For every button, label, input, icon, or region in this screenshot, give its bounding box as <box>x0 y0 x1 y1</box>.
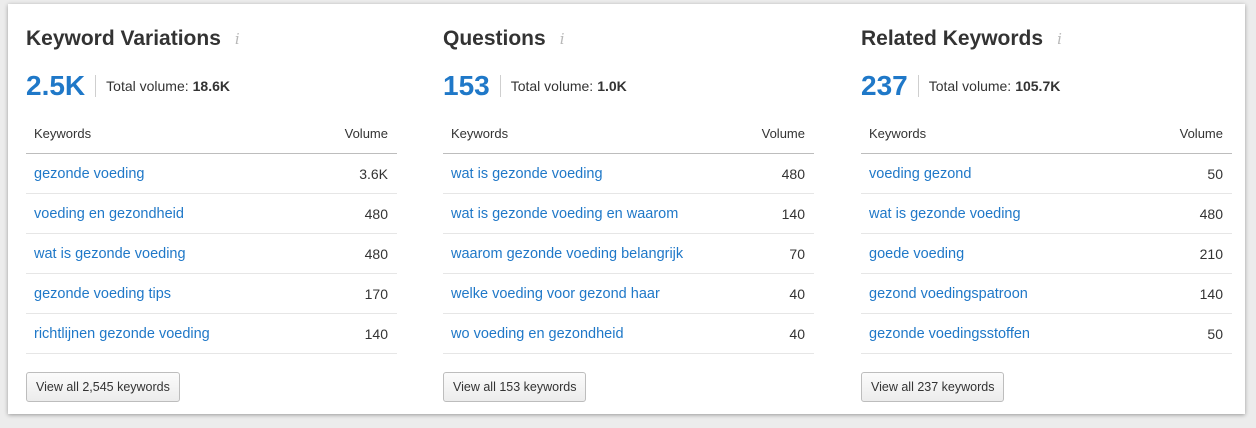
stat-divider <box>499 75 501 97</box>
info-icon[interactable]: i <box>234 30 240 48</box>
related-keywords-panel: Related Keywords i 237 Total volume: 105… <box>861 4 1232 414</box>
table-row: voeding gezond 50 <box>861 154 1232 194</box>
table-row: gezonde voeding 3.6K <box>26 154 397 194</box>
keyword-link[interactable]: wat is gezonde voeding <box>34 245 186 262</box>
table-row: voeding en gezondheid 480 <box>26 194 397 234</box>
volume-value: 170 <box>364 285 388 302</box>
volume-value: 140 <box>1199 285 1223 302</box>
keyword-link[interactable]: gezond voedingspatroon <box>869 285 1028 302</box>
panel-title: Questions <box>443 27 546 50</box>
keyword-variations-panel: Keyword Variations i 2.5K Total volume: … <box>26 4 397 414</box>
table-row: wat is gezonde voeding en waarom 140 <box>443 194 814 234</box>
table-header: Keywords Volume <box>861 114 1232 154</box>
table-row: wat is gezonde voeding 480 <box>861 194 1232 234</box>
table-header: Keywords Volume <box>443 114 814 154</box>
table-row: wo voeding en gezondheid 40 <box>443 314 814 354</box>
keyword-link[interactable]: welke voeding voor gezond haar <box>451 285 660 302</box>
view-all-keywords-button[interactable]: View all 237 keywords <box>861 372 1005 402</box>
volume-value: 480 <box>364 205 388 222</box>
total-volume-value: 18.6K <box>192 78 230 94</box>
total-volume-value: 1.0K <box>597 78 627 94</box>
panel-title: Keyword Variations <box>26 27 221 50</box>
view-all-keywords-button[interactable]: View all 2,545 keywords <box>26 372 180 402</box>
table-row: welke voeding voor gezond haar 40 <box>443 274 814 314</box>
panel-title: Related Keywords <box>861 27 1044 50</box>
table-row: gezonde voeding tips 170 <box>26 274 397 314</box>
keyword-link[interactable]: wat is gezonde voeding en waarom <box>451 205 679 222</box>
stats-row: 237 Total volume: 105.7K <box>861 70 1060 102</box>
keyword-link[interactable]: gezonde voedingsstoffen <box>869 325 1030 342</box>
volume-value: 70 <box>789 245 805 262</box>
view-all-keywords-button[interactable]: View all 153 keywords <box>443 372 587 402</box>
keyword-count[interactable]: 237 <box>861 70 908 101</box>
keyword-overview-card: Keyword Variations i 2.5K Total volume: … <box>8 4 1245 414</box>
column-header-volume: Volume <box>761 126 805 141</box>
volume-value: 50 <box>1207 165 1223 182</box>
volume-value: 50 <box>1207 325 1223 342</box>
stat-divider <box>917 75 919 97</box>
volume-value: 3.6K <box>359 165 388 182</box>
table-row: waarom gezonde voeding belangrijk 70 <box>443 234 814 274</box>
panel-header: Questions i <box>443 24 565 54</box>
column-header-keywords: Keywords <box>869 126 927 141</box>
keywords-table: Keywords Volume wat is gezonde voeding 4… <box>443 114 814 354</box>
volume-value: 480 <box>781 165 805 182</box>
keyword-link[interactable]: gezonde voeding <box>34 165 145 182</box>
keyword-link[interactable]: goede voeding <box>869 245 965 262</box>
keywords-table: Keywords Volume gezonde voeding 3.6K voe… <box>26 114 397 354</box>
volume-value: 140 <box>364 325 388 342</box>
questions-panel: Questions i 153 Total volume: 1.0K Keywo… <box>443 4 814 414</box>
table-row: richtlijnen gezonde voeding 140 <box>26 314 397 354</box>
table-row: gezond voedingspatroon 140 <box>861 274 1232 314</box>
column-header-volume: Volume <box>344 126 388 141</box>
keyword-link[interactable]: voeding gezond <box>869 165 972 182</box>
stat-divider <box>95 75 97 97</box>
keyword-link[interactable]: gezonde voeding tips <box>34 285 172 302</box>
keyword-link[interactable]: richtlijnen gezonde voeding <box>34 325 210 342</box>
keywords-table: Keywords Volume voeding gezond 50 wat is… <box>861 114 1232 354</box>
keyword-link[interactable]: wat is gezonde voeding <box>869 205 1021 222</box>
table-header: Keywords Volume <box>26 114 397 154</box>
total-volume-label: Total volume: <box>510 78 594 94</box>
column-header-keywords: Keywords <box>34 126 92 141</box>
volume-value: 40 <box>789 285 805 302</box>
volume-value: 140 <box>781 205 805 222</box>
volume-value: 480 <box>364 245 388 262</box>
volume-value: 480 <box>1199 205 1223 222</box>
table-row: goede voeding 210 <box>861 234 1232 274</box>
panel-header: Keyword Variations i <box>26 24 240 54</box>
volume-value: 40 <box>789 325 805 342</box>
column-header-keywords: Keywords <box>451 126 509 141</box>
stats-row: 153 Total volume: 1.0K <box>443 70 627 102</box>
keyword-count[interactable]: 2.5K <box>26 70 86 101</box>
info-icon[interactable]: i <box>559 30 565 48</box>
keyword-link[interactable]: voeding en gezondheid <box>34 205 184 222</box>
table-row: gezonde voedingsstoffen 50 <box>861 314 1232 354</box>
keyword-link[interactable]: waarom gezonde voeding belangrijk <box>451 245 684 262</box>
keyword-link[interactable]: wo voeding en gezondheid <box>451 325 624 342</box>
total-volume-label: Total volume: <box>928 78 1012 94</box>
table-row: wat is gezonde voeding 480 <box>26 234 397 274</box>
stats-row: 2.5K Total volume: 18.6K <box>26 70 230 102</box>
column-header-volume: Volume <box>1179 126 1223 141</box>
panel-header: Related Keywords i <box>861 24 1062 54</box>
volume-value: 210 <box>1199 245 1223 262</box>
total-volume-value: 105.7K <box>1015 78 1061 94</box>
keyword-link[interactable]: wat is gezonde voeding <box>451 165 603 182</box>
keyword-count[interactable]: 153 <box>443 70 490 101</box>
total-volume-label: Total volume: <box>106 78 189 94</box>
info-icon[interactable]: i <box>1057 30 1062 48</box>
table-row: wat is gezonde voeding 480 <box>443 154 814 194</box>
